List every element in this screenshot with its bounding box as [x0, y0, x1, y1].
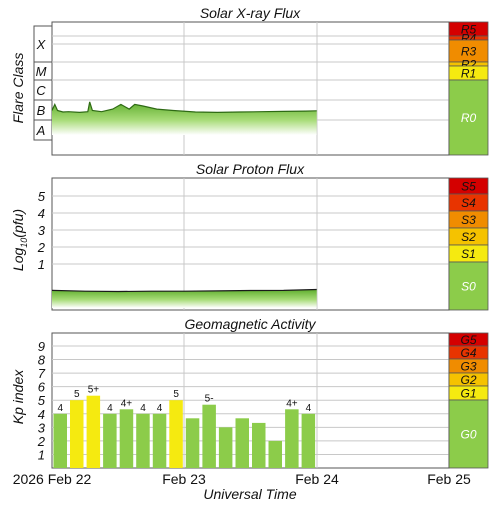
kp-bar	[70, 400, 84, 468]
proton-flux-fill	[52, 289, 317, 308]
kp-bar	[185, 418, 200, 468]
xray-class-tick: A	[36, 123, 46, 138]
x-tick-feb25: Feb 25	[427, 471, 471, 487]
xray-class-tick: C	[36, 83, 46, 98]
proton-ylabel-base: Log	[10, 248, 26, 272]
kp-bar-label: 5	[173, 389, 179, 400]
kp-scale-label: G3	[460, 360, 476, 374]
kp-bar	[218, 427, 233, 468]
kp-y-tick: 5	[38, 393, 46, 408]
proton-y-tick: 5	[38, 189, 46, 204]
proton-flux-line	[51, 288, 317, 293]
xray-scale-label: R0	[461, 111, 477, 125]
kp-bar	[53, 413, 67, 468]
kp-bar-label: 4	[306, 403, 312, 414]
xray-scale-label: R5	[461, 23, 477, 37]
kp-y-tick: 6	[38, 380, 46, 395]
xray-title: Solar X-ray Flux	[200, 5, 301, 21]
xray-class-tick: B	[37, 103, 46, 118]
kp-bar	[252, 422, 266, 468]
kp-y-tick: 8	[38, 353, 46, 368]
kp-title: Geomagnetic Activity	[185, 316, 317, 332]
kp-y-tick: 2	[37, 434, 46, 449]
xray-class-tick: M	[36, 64, 47, 79]
kp-bar	[169, 400, 183, 468]
xray-flux-fill	[52, 101, 317, 135]
kp-y-tick: 7	[38, 366, 46, 381]
kp-bar-label: 4	[107, 403, 113, 414]
x-tick-feb23: Feb 23	[162, 471, 206, 487]
xray-ylabel: Flare Class	[10, 53, 26, 124]
kp-scale-label: G1	[460, 387, 476, 401]
kp-scale-label: G4	[460, 346, 476, 360]
xray-class-box	[33, 25, 53, 141]
x-tick-feb24: Feb 24	[295, 471, 339, 487]
kp-bar	[119, 409, 134, 468]
proton-scale-label: S5	[461, 180, 476, 194]
kp-bar	[285, 409, 299, 468]
proton-y-tick: 1	[38, 257, 45, 272]
proton-scale-label: S0	[461, 280, 476, 294]
kp-bar	[152, 413, 167, 468]
kp-bar-label: 4	[157, 403, 163, 414]
proton-scale-band	[448, 261, 489, 311]
kp-bar	[103, 413, 117, 468]
kp-bar	[136, 413, 150, 468]
proton-title: Solar Proton Flux	[196, 161, 305, 177]
xray-scale-label: R1	[461, 67, 476, 81]
xray-flux-line	[51, 101, 317, 114]
x-tick-feb22: 2026 Feb 22	[13, 471, 92, 487]
proton-y-tick: 4	[38, 206, 45, 221]
kp-bar	[268, 440, 282, 468]
proton-ylabel: Log10(pfu)	[10, 209, 29, 271]
kp-ylabel: Kp index	[10, 369, 26, 424]
proton-scale-label: S4	[461, 196, 476, 210]
kp-bar	[86, 395, 101, 468]
kp-y-tick: 9	[38, 339, 45, 354]
proton-y-tick: 3	[38, 223, 46, 238]
proton-frame	[51, 177, 450, 311]
kp-bar-label: 4	[140, 403, 146, 414]
kp-scale-band	[448, 399, 489, 469]
kp-bar-label: 5	[74, 389, 80, 400]
kp-y-tick: 4	[38, 407, 45, 422]
kp-scale-label: G5	[460, 333, 476, 347]
proton-ylabel-sub: 10	[19, 238, 29, 248]
proton-plot: 1 2 3 4 5	[37, 189, 449, 308]
kp-bar-label: 5-	[205, 394, 214, 405]
proton-scale-label: S1	[461, 247, 476, 261]
xray-class-tick: X	[36, 37, 47, 52]
kp-bar	[202, 404, 216, 468]
kp-bar	[301, 413, 316, 468]
kp-scale-label: G0	[460, 428, 476, 442]
kp-bar-label: 4+	[121, 398, 133, 409]
kp-bar	[235, 418, 249, 468]
xray-scale-label: R3	[461, 45, 477, 59]
kp-bar-label: 4+	[286, 398, 298, 409]
xray-scale-band	[448, 79, 489, 156]
xray-frame	[51, 21, 450, 156]
proton-y-tick: 2	[37, 240, 46, 255]
panel-frames	[51, 21, 450, 469]
proton-scale-label: S3	[461, 213, 476, 227]
kp-scale-label: G2	[460, 373, 476, 387]
kp-y-tick: 1	[38, 447, 45, 462]
kp-y-tick: 3	[38, 420, 46, 435]
x-axis-label: Universal Time	[203, 486, 296, 502]
kp-bar-label: 5+	[88, 385, 100, 396]
kp-bar-label: 4	[58, 403, 64, 414]
proton-scale-label: S2	[461, 230, 476, 244]
proton-ylabel-rest: (pfu)	[10, 209, 26, 238]
